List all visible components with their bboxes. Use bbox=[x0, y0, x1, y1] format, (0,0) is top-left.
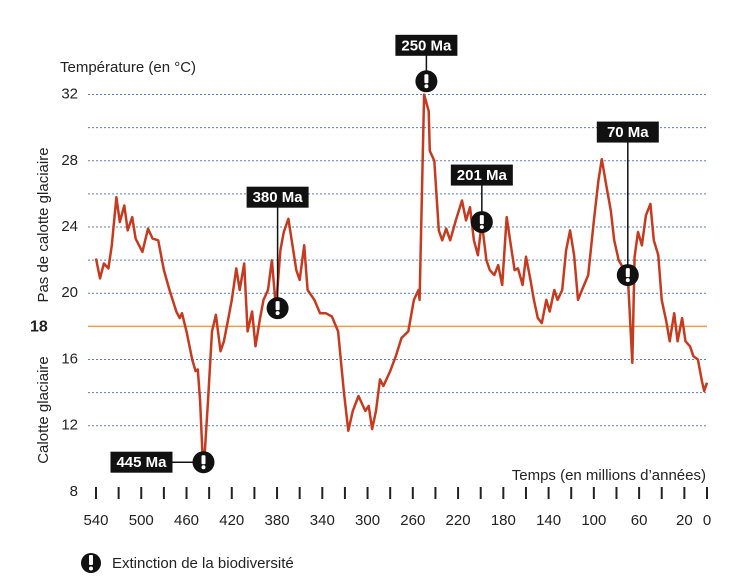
event-icon bbox=[479, 215, 484, 225]
x-tick-label: 260 bbox=[400, 512, 425, 529]
event-icon bbox=[479, 225, 484, 230]
y-tick-label: 12 bbox=[61, 417, 78, 434]
event-label: 380 Ma bbox=[253, 189, 304, 206]
x-tick-label: 380 bbox=[265, 512, 290, 529]
event: 70 Ma bbox=[596, 121, 659, 287]
legend-label: Extinction de la biodiversité bbox=[112, 555, 294, 572]
x-tick-label: 220 bbox=[446, 512, 471, 529]
event-label: 250 Ma bbox=[401, 37, 452, 54]
x-axis-title: Temps (en millions d’années) bbox=[512, 467, 706, 484]
event-icon bbox=[424, 84, 429, 89]
x-tick-label: 300 bbox=[355, 512, 380, 529]
event-label-box bbox=[596, 121, 659, 143]
y-tick-label: 24 bbox=[61, 218, 78, 235]
data-line bbox=[94, 93, 709, 457]
event-icon bbox=[201, 465, 206, 470]
event-icon bbox=[424, 74, 429, 84]
event-icon bbox=[201, 455, 206, 465]
event-label: 70 Ma bbox=[607, 124, 649, 141]
legend-icon bbox=[89, 566, 93, 571]
zone-label: Pas de calotte glaciaire bbox=[35, 147, 52, 302]
x-tick-label: 180 bbox=[491, 512, 516, 529]
threshold-label: 18 bbox=[30, 319, 48, 336]
y-axis-title: Température (en °C) bbox=[60, 59, 196, 76]
event-icon bbox=[275, 301, 280, 311]
event-icon bbox=[275, 311, 280, 316]
event-label-box bbox=[450, 164, 513, 186]
event-label: 445 Ma bbox=[116, 454, 167, 471]
x-tick-label: 140 bbox=[536, 512, 561, 529]
x-tick-label: 500 bbox=[129, 512, 154, 529]
event-icon bbox=[625, 268, 630, 278]
x-tick-label: 0 bbox=[703, 512, 711, 529]
event: 250 Ma bbox=[395, 34, 458, 93]
event-label-box bbox=[395, 34, 458, 56]
zone-label: Calotte glaciaire bbox=[35, 356, 52, 464]
event-icon bbox=[625, 278, 630, 283]
x-tick-label: 540 bbox=[83, 512, 108, 529]
event-label-box bbox=[110, 451, 173, 473]
y-tick-label: 16 bbox=[61, 350, 78, 367]
x-tick-label: 420 bbox=[219, 512, 244, 529]
x-tick-label: 60 bbox=[631, 512, 648, 529]
x-tick-label: 100 bbox=[581, 512, 606, 529]
y-tick-label: 32 bbox=[61, 86, 78, 103]
event-label: 201 Ma bbox=[457, 167, 508, 184]
x-tick-label: 340 bbox=[310, 512, 335, 529]
legend-icon bbox=[89, 555, 93, 565]
x-tick-label: 20 bbox=[676, 512, 693, 529]
event: 380 Ma bbox=[246, 186, 309, 320]
event: 201 Ma bbox=[450, 164, 513, 234]
y-tick-label: 20 bbox=[61, 284, 78, 301]
y-tick-label: 28 bbox=[61, 152, 78, 169]
legend: Extinction de la biodiversité bbox=[81, 553, 294, 573]
y-tick-label: 8 bbox=[70, 483, 78, 500]
event: 445 Ma bbox=[110, 451, 215, 474]
event-label-box bbox=[246, 186, 309, 208]
x-tick-label: 460 bbox=[174, 512, 199, 529]
